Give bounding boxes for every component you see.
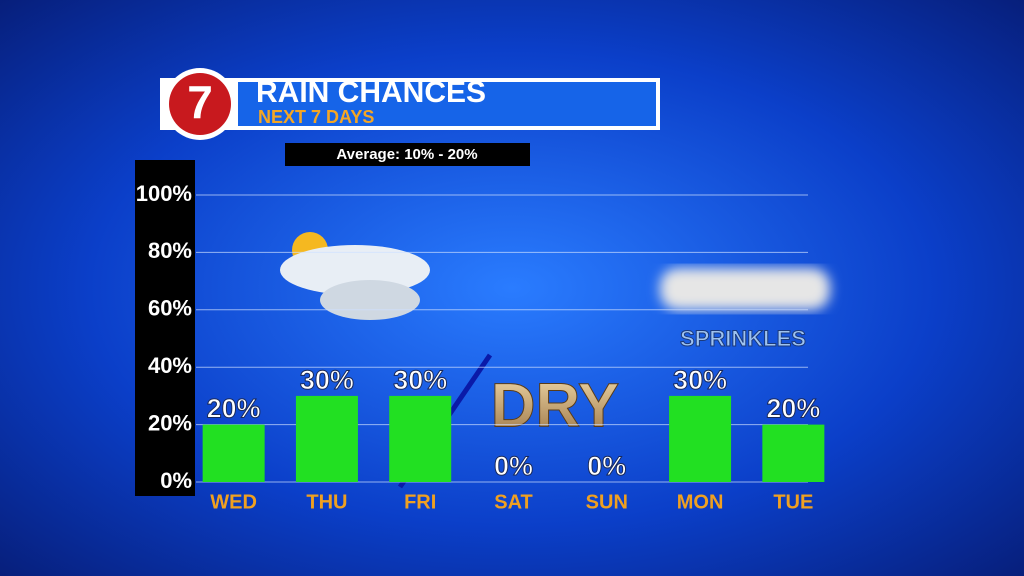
chart-title: RAIN CHANCES [256, 76, 486, 109]
y-tick-label: 20% [148, 410, 192, 435]
y-tick-label: 60% [148, 296, 192, 321]
y-tick-label: 100% [136, 181, 192, 206]
header-bar [238, 82, 656, 126]
x-tick-label: THU [306, 491, 347, 513]
value-label: 30% [673, 365, 727, 395]
annotation-box [285, 143, 530, 166]
y-tick-label: 0% [160, 468, 192, 493]
blurred-icon [660, 268, 830, 310]
logo-text: 7 [187, 76, 213, 128]
bar [202, 424, 265, 482]
bar [669, 395, 732, 482]
value-label: 0% [587, 451, 626, 481]
logo [169, 73, 231, 135]
chart-subtitle: NEXT 7 DAYS [258, 107, 374, 127]
y-tick-label: 40% [148, 353, 192, 378]
note-dry: DRY [491, 371, 620, 440]
value-label: 20% [207, 394, 261, 424]
bar [762, 424, 825, 482]
x-tick-label: FRI [404, 491, 436, 513]
y-tick-label: 80% [148, 238, 192, 263]
y-axis-panel [135, 160, 195, 496]
bar [295, 395, 358, 482]
value-label: 30% [300, 365, 354, 395]
value-label: 0% [494, 451, 533, 481]
x-tick-label: MON [677, 491, 724, 513]
x-tick-label: WED [210, 491, 257, 513]
note-sprinkles: SPRINKLES [680, 326, 806, 351]
value-label: 20% [766, 394, 820, 424]
x-tick-label: SUN [586, 491, 628, 513]
value-label: 30% [393, 365, 447, 395]
x-tick-label: SAT [494, 491, 533, 513]
bar [389, 395, 452, 482]
x-tick-label: TUE [773, 491, 813, 513]
annotation: Average: 10% - 20% [336, 146, 477, 163]
